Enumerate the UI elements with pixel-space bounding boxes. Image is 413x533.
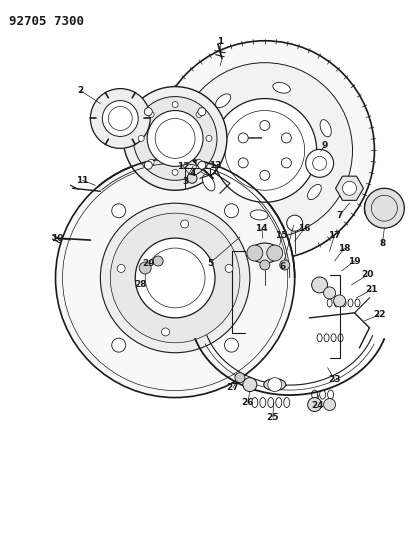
Circle shape — [238, 133, 248, 143]
Circle shape — [144, 161, 152, 169]
Circle shape — [172, 102, 178, 108]
Text: 29: 29 — [142, 259, 154, 268]
Circle shape — [213, 99, 317, 202]
Text: 27: 27 — [227, 383, 239, 392]
Circle shape — [148, 111, 154, 117]
Ellipse shape — [250, 210, 268, 220]
Circle shape — [287, 215, 303, 231]
Text: 1: 1 — [217, 37, 223, 46]
Circle shape — [235, 373, 245, 383]
Circle shape — [247, 245, 263, 261]
Circle shape — [138, 135, 144, 141]
Circle shape — [139, 262, 151, 274]
Circle shape — [198, 161, 206, 169]
Circle shape — [155, 41, 375, 260]
Text: 11: 11 — [76, 176, 89, 185]
Circle shape — [324, 399, 336, 410]
Text: 28: 28 — [134, 280, 147, 289]
Ellipse shape — [264, 378, 286, 391]
Text: 12: 12 — [177, 162, 189, 171]
Circle shape — [243, 377, 257, 392]
Circle shape — [161, 328, 170, 336]
Text: 19: 19 — [348, 256, 361, 265]
Circle shape — [177, 63, 353, 238]
Text: 26: 26 — [242, 398, 254, 407]
Ellipse shape — [202, 175, 215, 191]
Circle shape — [206, 135, 212, 141]
Text: 25: 25 — [266, 413, 279, 422]
Circle shape — [110, 213, 240, 343]
Circle shape — [225, 338, 238, 352]
Text: 5: 5 — [207, 259, 213, 268]
Circle shape — [260, 171, 270, 180]
Circle shape — [334, 295, 346, 307]
Circle shape — [144, 108, 152, 116]
Circle shape — [100, 203, 250, 353]
Circle shape — [172, 169, 178, 175]
Circle shape — [281, 158, 291, 168]
Circle shape — [364, 188, 404, 228]
Circle shape — [267, 245, 283, 261]
Circle shape — [112, 204, 126, 218]
Circle shape — [55, 158, 295, 398]
Circle shape — [90, 88, 150, 148]
Circle shape — [148, 159, 154, 165]
Circle shape — [123, 86, 227, 190]
Circle shape — [306, 149, 334, 177]
Text: 22: 22 — [373, 310, 386, 319]
Circle shape — [238, 158, 248, 168]
Text: 3: 3 — [182, 177, 188, 186]
Circle shape — [102, 101, 138, 136]
Text: 16: 16 — [299, 224, 311, 232]
Text: 13: 13 — [209, 161, 221, 170]
Circle shape — [180, 220, 189, 228]
Circle shape — [147, 110, 203, 166]
Text: 10: 10 — [51, 233, 64, 243]
Circle shape — [153, 256, 163, 266]
Text: 17: 17 — [328, 231, 341, 240]
Circle shape — [225, 204, 238, 218]
Text: 2: 2 — [77, 86, 83, 95]
Text: 9: 9 — [321, 141, 328, 150]
Circle shape — [196, 111, 202, 117]
Text: 6: 6 — [280, 262, 286, 271]
Text: 8: 8 — [379, 239, 385, 248]
Ellipse shape — [273, 83, 290, 93]
Ellipse shape — [308, 184, 321, 200]
Text: 92705 7300: 92705 7300 — [9, 15, 84, 28]
Circle shape — [196, 159, 202, 165]
Text: 4: 4 — [190, 169, 196, 178]
Circle shape — [135, 238, 215, 318]
Circle shape — [342, 181, 356, 195]
Circle shape — [225, 264, 233, 272]
Text: 14: 14 — [256, 224, 268, 232]
Text: 7: 7 — [336, 211, 343, 220]
Circle shape — [324, 287, 336, 299]
Polygon shape — [336, 176, 363, 200]
Circle shape — [198, 108, 206, 116]
Ellipse shape — [250, 243, 280, 263]
Circle shape — [280, 260, 290, 270]
Circle shape — [260, 260, 270, 270]
Text: 21: 21 — [365, 285, 378, 294]
Circle shape — [281, 133, 291, 143]
Text: 20: 20 — [361, 270, 374, 279]
Circle shape — [112, 338, 126, 352]
Text: 24: 24 — [311, 401, 324, 410]
Ellipse shape — [320, 119, 331, 137]
Circle shape — [268, 377, 282, 392]
Text: 18: 18 — [338, 244, 351, 253]
Ellipse shape — [216, 94, 231, 108]
Circle shape — [312, 277, 328, 293]
Circle shape — [260, 120, 270, 131]
Circle shape — [117, 264, 125, 272]
Text: 23: 23 — [328, 375, 341, 384]
Text: 15: 15 — [275, 231, 288, 240]
Circle shape — [187, 173, 197, 183]
Circle shape — [308, 398, 322, 411]
Circle shape — [133, 96, 217, 180]
